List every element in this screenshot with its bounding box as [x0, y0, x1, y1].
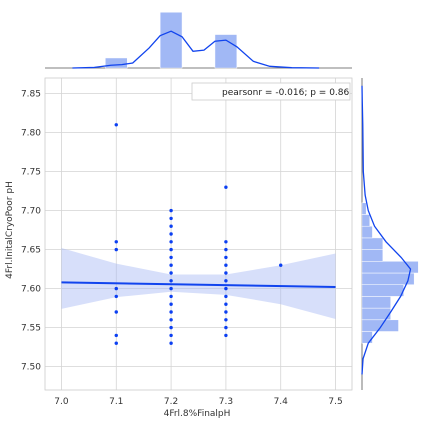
y-axis-label: 4Frl.InitalCryoPoor pH: [5, 181, 15, 279]
main-grid: [45, 78, 352, 390]
right-hist-bar: [361, 284, 404, 297]
x-tick-label: 7.3: [219, 397, 233, 407]
regression-line-path: [61, 281, 336, 289]
y-tick-label: 7.80: [21, 129, 41, 139]
x-tick-label: 7.4: [274, 397, 289, 407]
scatter-point: [224, 325, 228, 330]
regression-line: [61, 281, 336, 289]
scatter-point: [169, 271, 173, 275]
scatter-point: [169, 232, 173, 236]
scatter-point: [114, 333, 118, 338]
y-tick-label: 7.85: [21, 90, 41, 100]
scatter-point: [224, 310, 228, 314]
right-kde-curve: [361, 85, 412, 375]
scatter-point: [224, 318, 228, 322]
scatter-point: [114, 310, 118, 314]
top-hist-bar: [159, 11, 183, 69]
y-tick-label: 7.55: [21, 324, 41, 334]
right-hist-bar: [361, 296, 391, 309]
scatter-point: [114, 341, 118, 345]
y-tick-label: 7.75: [21, 168, 41, 178]
scatter-point: [224, 333, 228, 338]
legend: pearsonr = -0.016; p = 0.86: [191, 82, 351, 101]
scatter-point: [169, 286, 173, 291]
scatter-point: [224, 185, 228, 189]
right-hist-bar: [361, 225, 373, 239]
scatter-point: [169, 224, 173, 228]
confidence-band-area: [61, 248, 336, 320]
top-marginal: [45, 11, 352, 69]
x-tick-label: 7.0: [54, 397, 69, 407]
scatter-point: [169, 263, 173, 267]
scatter-points: [114, 123, 283, 345]
right-marginal: [361, 78, 419, 390]
scatter-point: [169, 310, 173, 314]
scatter-point: [224, 271, 228, 275]
scatter-point: [224, 286, 228, 291]
right-hist-bar: [361, 249, 384, 262]
scatter-point: [114, 123, 118, 127]
legend-text: pearsonr = -0.016; p = 0.86: [222, 88, 350, 98]
plot-border: [44, 77, 353, 391]
scatter-point: [224, 240, 228, 244]
scatter-point: [169, 318, 173, 322]
scatter-point: [169, 302, 173, 306]
y-tick-label: 7.60: [21, 285, 41, 295]
scatter-point: [169, 325, 173, 330]
x-tick-label: 7.5: [328, 397, 342, 407]
scatter-point: [169, 333, 173, 338]
x-tick-label: 7.2: [164, 397, 178, 407]
right-hist-bar: [361, 214, 371, 227]
scatter-point: [114, 240, 118, 244]
scatter-point: [169, 279, 173, 283]
scatter-point: [224, 263, 228, 267]
scatter-point: [169, 341, 173, 345]
y-tick-label: 7.50: [21, 363, 41, 373]
right-hist-bar: [361, 261, 419, 274]
top-hist-bar: [105, 57, 128, 69]
scatter-point: [114, 286, 118, 291]
x-tick-labels: 7.0 7.1 7.2 7.3 7.4 7.5: [54, 397, 342, 407]
x-tick-label: 7.1: [109, 397, 123, 407]
scatter-point: [114, 247, 118, 252]
scatter-point: [224, 279, 228, 283]
scatter-point: [224, 302, 228, 306]
right-hist-bar: [361, 331, 373, 344]
right-hist-bar: [361, 202, 367, 215]
y-tick-label: 7.65: [21, 246, 41, 256]
scatter-point: [224, 247, 228, 252]
scatter-point: [169, 247, 173, 252]
scatter-point: [169, 216, 173, 221]
scatter-point: [169, 208, 173, 213]
scatter-point: [169, 294, 173, 299]
y-tick-labels: 7.50 7.55 7.60 7.65 7.70 7.75 7.80 7.85: [21, 90, 41, 373]
legend-box: [191, 82, 351, 101]
scatter-point: [279, 263, 283, 267]
scatter-point: [114, 294, 118, 299]
main-frame: [44, 77, 353, 391]
confidence-band: [61, 248, 336, 320]
scatter-point: [224, 294, 228, 299]
scatter-point: [169, 240, 173, 244]
scatter-point: [224, 255, 228, 260]
scatter-point: [169, 255, 173, 260]
top-kde-curve: [72, 30, 320, 69]
right-hist-bar: [361, 237, 384, 250]
y-tick-label: 7.70: [21, 207, 41, 217]
right-hist-bar: [361, 319, 399, 332]
x-axis-label: 4Frl.8%FinalpH: [164, 409, 231, 419]
